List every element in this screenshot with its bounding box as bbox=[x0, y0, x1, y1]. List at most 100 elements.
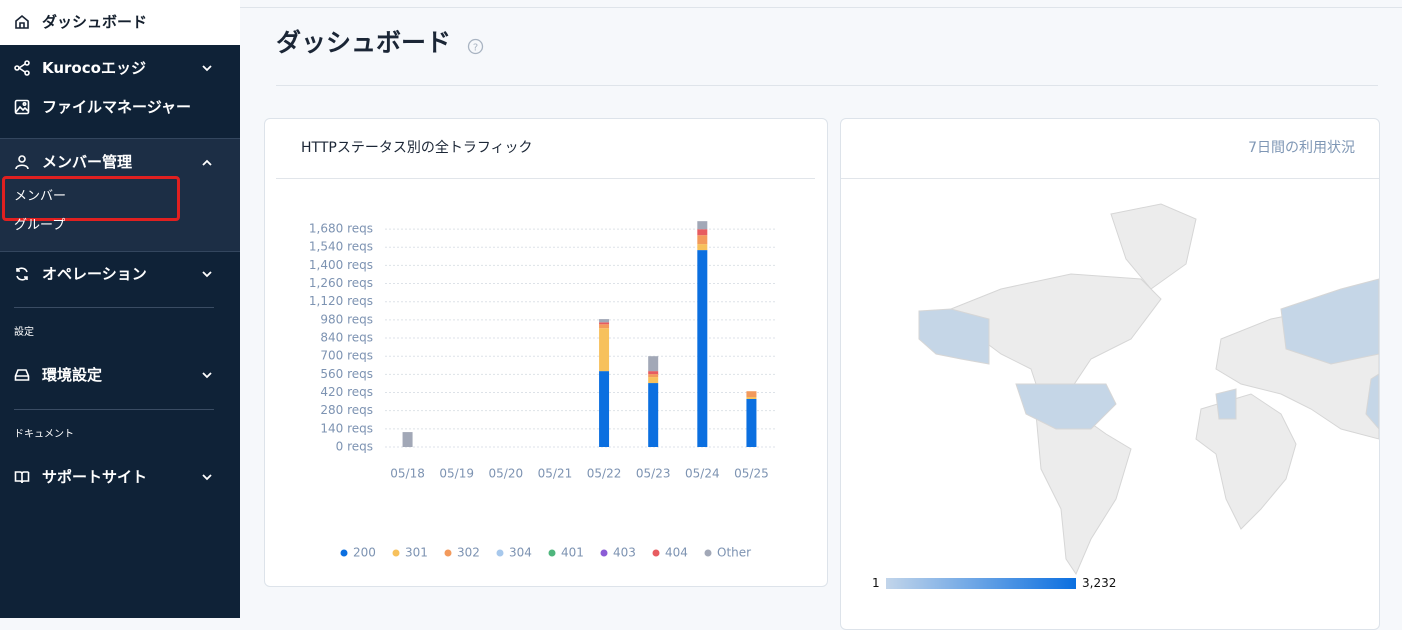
legend-min: 1 bbox=[872, 576, 880, 590]
y-tick-label: 1,260 reqs bbox=[309, 276, 373, 290]
bar-segment bbox=[599, 324, 610, 329]
header-rule bbox=[276, 85, 1378, 86]
page-title: ダッシュボード bbox=[276, 28, 452, 57]
land bbox=[918, 308, 990, 365]
nav-members[interactable]: メンバー管理 bbox=[42, 153, 133, 171]
legend-marker bbox=[444, 549, 452, 557]
nav-group[interactable]: グループ bbox=[14, 218, 66, 233]
legend-marker bbox=[652, 549, 660, 557]
user-icon bbox=[15, 155, 29, 170]
nav-operation[interactable]: オペレーション bbox=[42, 265, 147, 283]
land bbox=[950, 273, 1162, 400]
bar-segment bbox=[746, 399, 757, 447]
legend-label: 304 bbox=[509, 546, 532, 560]
x-tick-label: 05/22 bbox=[587, 467, 622, 481]
map-title: 7日間の利用状況 bbox=[1248, 140, 1355, 156]
world-map bbox=[918, 203, 1379, 576]
nav-env[interactable]: 環境設定 bbox=[42, 366, 103, 384]
book-icon bbox=[14, 471, 30, 484]
y-tick-label: 1,680 reqs bbox=[309, 222, 373, 236]
svg-text:?: ? bbox=[473, 43, 478, 54]
bar-segment bbox=[697, 250, 708, 447]
chevron[interactable] bbox=[201, 471, 213, 483]
bar-segment bbox=[746, 397, 757, 400]
legend-gradient bbox=[886, 578, 1076, 589]
help-icon[interactable]: ? bbox=[467, 38, 484, 55]
image-icon bbox=[14, 99, 30, 115]
legend-label: 401 bbox=[561, 546, 584, 560]
x-tick-label: 05/25 bbox=[734, 467, 769, 481]
chart-title: HTTPステータス別の全トラフィック bbox=[301, 139, 533, 156]
chevron[interactable] bbox=[201, 62, 213, 74]
y-tick-label: 840 reqs bbox=[320, 331, 373, 345]
bar-segment bbox=[648, 377, 659, 384]
nav-edge[interactable]: Kurocoエッジ bbox=[42, 59, 146, 77]
bar-segment bbox=[697, 229, 708, 236]
bar-segment bbox=[648, 383, 659, 447]
legend-label: Other bbox=[717, 546, 751, 560]
legend-marker bbox=[340, 549, 348, 557]
section-label: 設定 bbox=[14, 327, 34, 338]
nav-dashboard[interactable]: ダッシュボード bbox=[42, 13, 148, 31]
nav-support[interactable]: サポートサイト bbox=[42, 468, 148, 486]
land bbox=[1015, 383, 1117, 430]
chevron[interactable] bbox=[201, 268, 213, 280]
land bbox=[1035, 408, 1132, 576]
land bbox=[1110, 203, 1197, 290]
highlight-box bbox=[2, 176, 180, 221]
nav-files[interactable]: ファイルマネージャー bbox=[42, 98, 191, 116]
x-tick-label: 05/20 bbox=[489, 467, 524, 481]
sync-icon bbox=[16, 267, 28, 281]
active-item-bg bbox=[0, 0, 240, 45]
bar-segment bbox=[402, 432, 413, 447]
legend-marker bbox=[704, 549, 712, 557]
y-tick-label: 1,400 reqs bbox=[309, 258, 373, 272]
y-tick-label: 1,540 reqs bbox=[309, 240, 373, 254]
divider bbox=[14, 409, 214, 410]
legend-label: 301 bbox=[405, 546, 428, 560]
home-icon bbox=[15, 14, 29, 29]
bar-segment bbox=[648, 374, 659, 378]
card-divider bbox=[841, 178, 1379, 179]
x-tick-label: 05/21 bbox=[538, 467, 573, 481]
land bbox=[1280, 278, 1379, 365]
drive-icon bbox=[14, 369, 30, 381]
legend-max: 3,232 bbox=[1082, 576, 1117, 590]
x-tick-label: 05/19 bbox=[439, 467, 474, 481]
bar-segment bbox=[599, 322, 610, 325]
bar-segment bbox=[697, 235, 708, 245]
y-tick-label: 0 reqs bbox=[336, 440, 373, 454]
legend-marker bbox=[548, 549, 556, 557]
bar-segment bbox=[599, 328, 610, 372]
y-tick-label: 560 reqs bbox=[320, 367, 373, 381]
legend-marker bbox=[600, 549, 608, 557]
chevron[interactable] bbox=[201, 369, 213, 381]
traffic-card: HTTPステータス別の全トラフィック 0 reqs 140 reqs 280 req… bbox=[264, 118, 828, 587]
y-tick-label: 700 reqs bbox=[320, 349, 373, 363]
bar-segment bbox=[697, 244, 708, 251]
land bbox=[1195, 393, 1297, 530]
chevron[interactable] bbox=[201, 157, 213, 169]
y-tick-label: 420 reqs bbox=[320, 385, 373, 399]
nav-member[interactable]: メンバー bbox=[14, 189, 67, 204]
bar-segment bbox=[648, 371, 659, 375]
bar-segment bbox=[648, 356, 659, 372]
section-label: ドキュメント bbox=[14, 429, 74, 440]
legend-label: 200 bbox=[353, 546, 376, 560]
y-tick-label: 980 reqs bbox=[320, 312, 373, 326]
member-section bbox=[0, 138, 240, 252]
bar-segment bbox=[746, 391, 757, 398]
traffic-chart: HTTPステータス別の全トラフィック 0 reqs 140 reqs 280 req… bbox=[276, 139, 815, 560]
top-border bbox=[240, 7, 1402, 8]
x-tick-label: 05/18 bbox=[390, 467, 425, 481]
y-tick-label: 140 reqs bbox=[320, 421, 373, 435]
legend-label: 403 bbox=[613, 546, 636, 560]
x-tick-label: 05/23 bbox=[636, 467, 671, 481]
bar-segment bbox=[599, 319, 610, 323]
land bbox=[1215, 388, 1237, 420]
map-card: 7日間の利用状況 1 3,232 bbox=[840, 118, 1380, 630]
bar-segment bbox=[697, 221, 708, 230]
land bbox=[1365, 373, 1379, 430]
edge-icon bbox=[14, 60, 30, 76]
legend-marker bbox=[496, 549, 504, 557]
